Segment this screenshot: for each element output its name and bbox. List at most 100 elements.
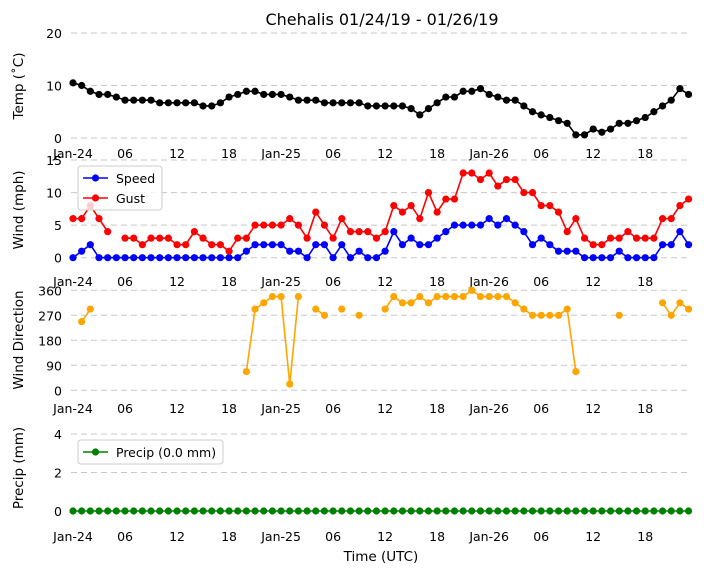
temp-data-point: [450, 93, 459, 101]
precip-data-point: [104, 507, 112, 515]
temp-data-point: [381, 102, 389, 110]
direction-data-point: [485, 292, 493, 301]
wind-legend-label: Speed: [116, 171, 155, 186]
temp-data-point: [624, 119, 632, 127]
precip-data-point: [138, 507, 146, 515]
temp-data-point: [69, 79, 77, 87]
direction-xtick-label: Jan-26: [468, 401, 509, 416]
temp-data-point: [329, 99, 337, 107]
wind-data-point: [606, 234, 615, 242]
direction-ytick-label: 180: [38, 333, 62, 348]
wind-data-point: [450, 221, 459, 229]
precip-data-point: [190, 507, 198, 515]
wind-xtick-label: 06: [533, 274, 549, 289]
temp-data-point: [650, 108, 658, 116]
wind-data-point: [658, 241, 667, 249]
temp-data-point: [684, 90, 693, 99]
temp-data-point: [485, 90, 493, 99]
wind-data-point: [632, 254, 641, 262]
wind-data-point: [234, 254, 242, 262]
temp-xtick-label: Jan-25: [260, 146, 301, 161]
temp-data-point: [190, 99, 198, 107]
wind-data-point: [69, 215, 77, 223]
precip-data-point: [398, 507, 407, 515]
wind-panel: 0 5 10 15 Jan-24 06 12 18 Jan-25 06 12 18 Jan-26 06 12…: [46, 153, 693, 289]
temp-data-point: [528, 108, 537, 116]
wind-data-point: [416, 215, 424, 223]
wind-data-point: [320, 241, 329, 249]
precip-data-point: [199, 507, 207, 515]
wind-data-point: [372, 234, 381, 242]
wind-data-point: [355, 247, 363, 255]
wind-data-point: [537, 234, 545, 242]
precip-data-point: [554, 507, 563, 515]
temp-xtick-label: Jan-24: [52, 146, 93, 161]
temp-ytick-label: 20: [46, 26, 62, 41]
temp-xtick-label: 06: [117, 146, 133, 161]
wind-data-point: [190, 228, 198, 236]
precip-data-point: [208, 507, 216, 515]
direction-data-point: [554, 311, 563, 319]
precip-data-point: [130, 507, 138, 515]
wind-data-point: [312, 208, 320, 216]
precip-data-point: [416, 507, 424, 515]
wind-data-point: [632, 234, 641, 242]
temp-data-point: [312, 96, 320, 104]
direction-data-point: [398, 299, 407, 307]
precip-data-point: [95, 507, 103, 515]
temp-data-point: [138, 96, 146, 104]
precip-data-point: [225, 507, 233, 515]
precip-xtick-label: 12: [585, 529, 601, 544]
wind-data-point: [580, 254, 589, 262]
wind-data-point: [173, 254, 181, 262]
direction-data-point: [537, 311, 545, 319]
wind-data-point: [615, 234, 623, 242]
wind-data-point: [242, 247, 250, 255]
direction-data-point: [563, 305, 571, 313]
precip-data-point: [546, 507, 554, 515]
wind-legend-marker: [91, 194, 100, 202]
wind-data-point: [511, 175, 519, 184]
direction-data-point: [511, 299, 519, 307]
precip-data-point: [511, 507, 519, 515]
direction-data-point: [468, 286, 476, 294]
temp-series-0: [69, 79, 693, 139]
direction-data-point: [572, 367, 580, 376]
direction-data-point: [676, 299, 684, 307]
temp-data-point: [268, 90, 277, 99]
direction-data-point: [268, 292, 277, 301]
precip-data-point: [156, 507, 164, 515]
temp-data-point: [468, 87, 476, 95]
wind-legend-marker: [91, 174, 100, 182]
temp-data-point: [580, 131, 589, 139]
precip-xtick-label: Jan-25: [260, 529, 301, 544]
temp-data-point: [563, 119, 571, 127]
wind-data-point: [303, 254, 311, 262]
wind-data-point: [624, 228, 632, 236]
direction-ytick-label: 0: [54, 383, 62, 398]
direction-xtick-label: 06: [117, 401, 133, 416]
wind-data-point: [268, 241, 277, 249]
wind-data-point: [667, 215, 675, 223]
wind-data-point: [416, 241, 424, 249]
wind-series-speed: [69, 215, 693, 262]
wind-data-point: [260, 221, 268, 229]
wind-data-point: [234, 234, 242, 242]
temp-data-point: [676, 85, 684, 93]
direction-data-point: [390, 292, 398, 301]
temp-data-point: [199, 102, 207, 110]
direction-data-point: [407, 299, 415, 307]
precip-data-point: [433, 507, 441, 515]
wind-data-point: [78, 247, 86, 255]
precip-xtick-label: Jan-26: [468, 529, 509, 544]
wind-data-point: [216, 254, 224, 262]
precip-data-point: [182, 507, 190, 515]
wind-data-point: [390, 201, 398, 210]
temp-data-point: [554, 117, 563, 125]
temp-xtick-label: 18: [637, 146, 653, 161]
temp-data-point: [372, 102, 381, 110]
temp-data-point: [598, 128, 606, 136]
direction-xtick-label: 12: [377, 401, 393, 416]
direction-data-point: [320, 311, 329, 319]
wind-series-gust: [69, 169, 693, 255]
